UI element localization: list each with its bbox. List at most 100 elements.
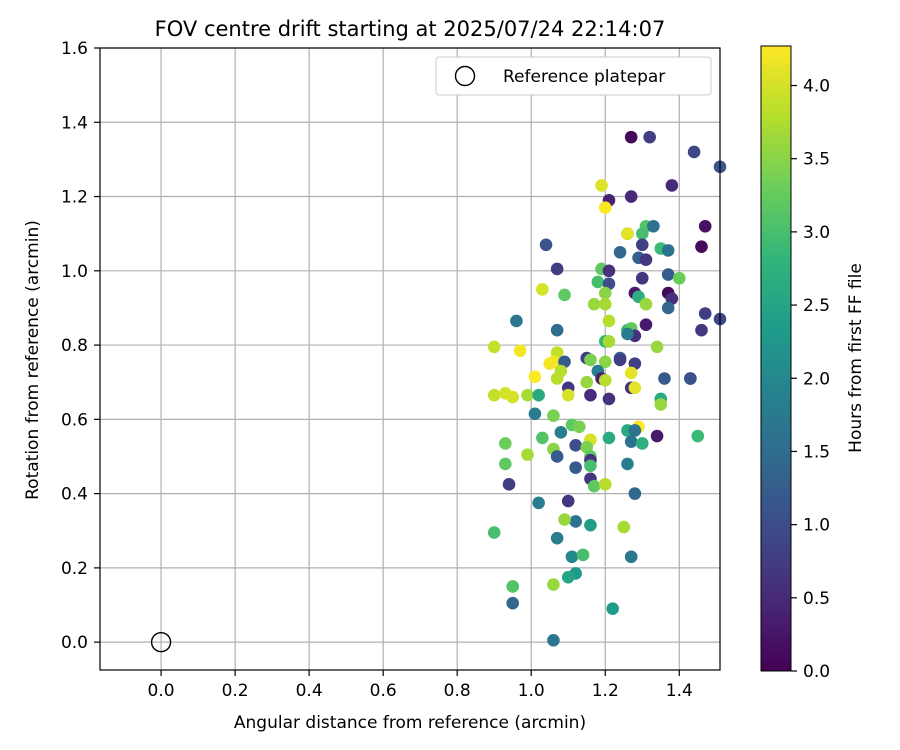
x-tick-label: 1.4 — [666, 681, 693, 701]
data-point — [532, 388, 545, 402]
data-point — [687, 145, 701, 159]
colorbar: 0.0 0.5 1.0 1.5 2.0 2.5 3.0 3.5 4.0 Hours from f… — [760, 45, 866, 682]
data-point — [635, 227, 649, 240]
y-tick-label: 1.2 — [61, 188, 88, 208]
data-point — [565, 550, 579, 564]
data-point — [521, 448, 534, 461]
chart-title: FOV centre drift starting at 2025/07/24 … — [155, 17, 666, 41]
colorbar-tick-label: 0.5 — [803, 589, 830, 609]
data-point — [510, 314, 523, 328]
data-point — [695, 323, 708, 337]
data-point — [606, 602, 619, 616]
y-tick-label: 0.0 — [61, 633, 88, 653]
data-point — [698, 307, 712, 320]
reference-marker — [150, 631, 172, 653]
colorbar-tick-label: 3.0 — [803, 223, 830, 243]
data-point — [584, 388, 597, 402]
data-point — [658, 372, 671, 385]
data-point — [558, 288, 571, 302]
data-point — [661, 268, 675, 281]
data-point — [587, 479, 601, 493]
data-point — [561, 388, 575, 402]
data-point — [628, 424, 642, 437]
data-point — [650, 429, 664, 443]
data-point — [550, 450, 564, 463]
grid-lines — [100, 47, 720, 670]
y-tick-label: 1.4 — [61, 113, 88, 133]
colorbar-tick-label: 0.0 — [803, 662, 830, 682]
x-tick-label: 1.2 — [592, 681, 619, 701]
colorbar-label: Hours from first FF file — [846, 263, 866, 453]
data-point — [561, 570, 575, 584]
data-point — [532, 496, 545, 510]
legend-marker-icon — [454, 65, 476, 87]
y-tick-label: 0.2 — [61, 559, 88, 579]
data-point — [543, 357, 557, 370]
x-tick-label: 0.8 — [444, 681, 471, 701]
data-point — [536, 283, 549, 296]
data-point — [598, 355, 612, 369]
data-point — [643, 130, 656, 144]
data-point — [621, 327, 634, 341]
data-point — [695, 240, 708, 253]
data-point — [639, 253, 653, 266]
data-point — [513, 344, 527, 357]
legend: Reference platepar — [435, 56, 712, 96]
data-point — [617, 520, 631, 534]
x-tick-label: 0.2 — [222, 681, 249, 701]
axes-frame — [99, 47, 721, 671]
data-point — [635, 437, 649, 450]
colorbar-ticks: 0.0 0.5 1.0 1.5 2.0 2.5 3.0 3.5 4.0 — [791, 77, 830, 682]
data-point — [635, 238, 649, 252]
reference-platepar-marker — [150, 631, 172, 653]
data-point — [628, 487, 642, 500]
data-point — [598, 297, 612, 311]
data-point — [602, 314, 616, 328]
data-point — [587, 297, 601, 311]
data-point — [536, 431, 549, 445]
data-point — [624, 435, 638, 448]
y-tick-label: 0.6 — [61, 410, 88, 430]
data-point — [613, 245, 627, 259]
data-point — [650, 340, 664, 354]
data-point — [698, 219, 712, 233]
legend-entry-reference: Reference platepar — [503, 67, 665, 87]
data-point — [602, 431, 616, 445]
data-point — [654, 398, 668, 411]
data-point — [580, 375, 594, 389]
data-point — [584, 518, 597, 532]
data-point — [598, 374, 612, 387]
data-point — [598, 478, 612, 491]
data-point — [499, 457, 512, 471]
data-point — [502, 478, 516, 491]
y-tick-label: 0.8 — [61, 336, 88, 356]
data-point — [639, 318, 653, 331]
data-point — [613, 353, 627, 367]
data-point — [639, 297, 653, 311]
data-point — [528, 370, 542, 383]
data-point — [672, 271, 686, 285]
data-point — [684, 372, 697, 385]
data-point — [528, 407, 542, 421]
colorbar-tick-label: 3.5 — [803, 150, 830, 170]
data-point — [665, 179, 679, 192]
axis-ticks: 0.0 0.2 0.4 0.6 0.8 1.0 1.2 1.4 0.0 0.2 0.4 0.6 0.8 1… — [61, 39, 693, 701]
data-point — [647, 219, 660, 233]
data-point — [573, 420, 586, 434]
data-point — [591, 275, 605, 289]
data-point — [487, 388, 501, 402]
data-point — [558, 513, 571, 526]
colorbar-tick-label: 4.0 — [803, 77, 830, 97]
x-axis-label: Angular distance from reference (arcmin) — [234, 713, 586, 733]
x-tick-label: 0.6 — [370, 681, 397, 701]
data-point — [661, 244, 675, 257]
data-point — [624, 130, 638, 144]
data-point — [584, 353, 597, 367]
data-point — [584, 459, 597, 473]
data-point — [547, 633, 560, 647]
legend-box — [435, 56, 712, 96]
data-point — [602, 335, 616, 348]
data-point — [624, 366, 638, 380]
data-point — [550, 531, 564, 545]
